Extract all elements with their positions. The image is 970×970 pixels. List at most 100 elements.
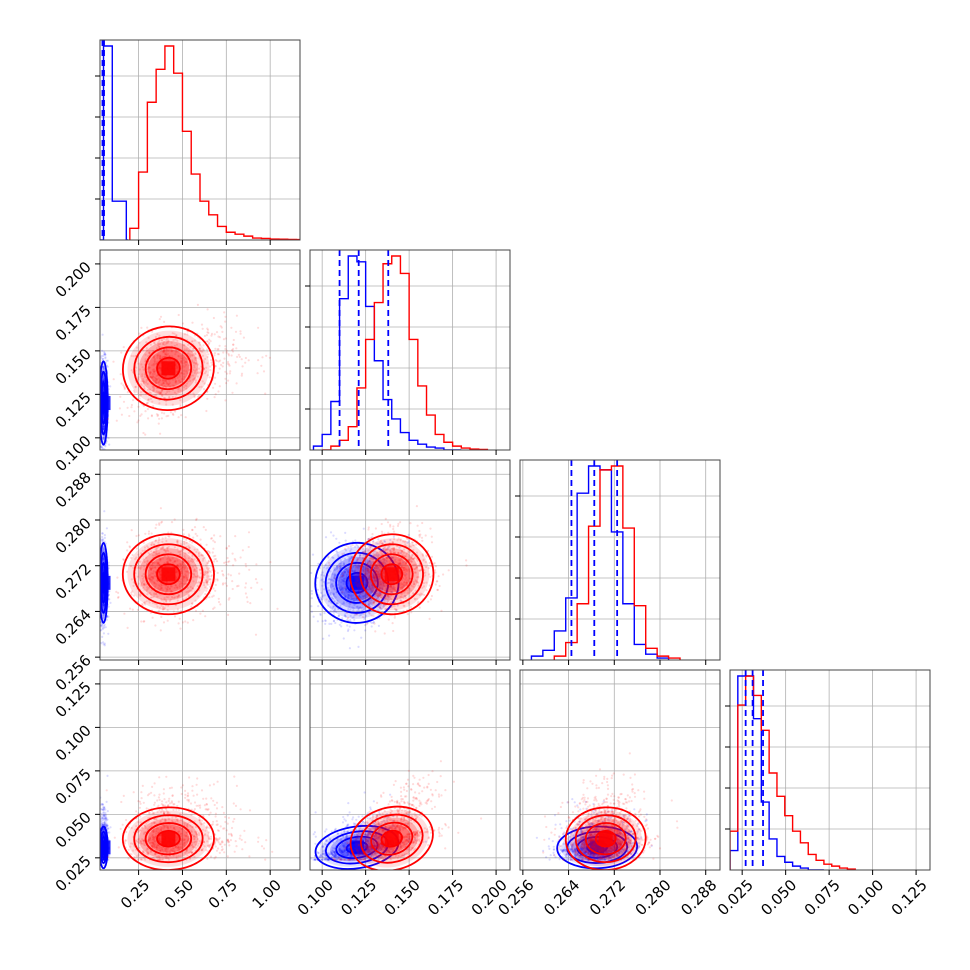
scatter-point: [101, 549, 104, 552]
scatter-point: [184, 576, 187, 579]
scatter-point: [115, 590, 118, 594]
scatter-point: [155, 523, 158, 526]
scatter-point: [310, 605, 313, 608]
scatter-point: [194, 358, 197, 361]
scatter-point: [177, 354, 180, 358]
scatter-point: [202, 344, 205, 347]
scatter-point: [331, 610, 334, 613]
scatter-point: [227, 598, 230, 601]
scatter-point: [160, 547, 163, 550]
scatter-point: [193, 395, 196, 399]
scatter-point: [101, 357, 105, 361]
scatter-point: [158, 340, 161, 343]
scatter-point: [360, 609, 363, 612]
scatter-point: [165, 539, 168, 543]
scatter-point: [156, 414, 159, 418]
scatter-point: [317, 605, 320, 608]
scatter-point: [333, 568, 336, 572]
scatter-point: [367, 585, 370, 588]
scatter-point: [342, 574, 345, 577]
scatter-point: [377, 573, 380, 576]
scatter-point: [357, 589, 360, 592]
scatter-point: [217, 597, 220, 600]
scatter-point: [157, 562, 160, 565]
scatter-point: [150, 580, 153, 583]
scatter-point: [382, 547, 385, 551]
scatter-point: [343, 593, 346, 596]
scatter-point: [238, 355, 241, 358]
scatter-point: [235, 347, 238, 350]
scatter-point: [158, 381, 161, 384]
scatter-point: [206, 340, 209, 343]
scatter-point: [216, 348, 219, 351]
scatter-point: [188, 571, 191, 574]
scatter-point: [208, 569, 211, 573]
scatter-point: [153, 370, 156, 373]
scatter-point: [179, 381, 182, 384]
scatter-point: [159, 576, 162, 580]
scatter-point: [326, 582, 329, 585]
scatter-point: [101, 349, 104, 352]
scatter-point: [159, 559, 162, 562]
scatter-point: [219, 535, 222, 538]
scatter-point: [367, 602, 370, 606]
scatter-point: [193, 526, 197, 529]
scatter-point: [330, 596, 334, 599]
scatter-point: [412, 591, 415, 595]
scatter-point: [105, 527, 108, 530]
scatter-point: [401, 561, 405, 564]
scatter-point: [332, 605, 335, 608]
scatter-point: [140, 363, 143, 366]
scatter-point: [328, 589, 331, 592]
scatter-point: [135, 556, 138, 559]
scatter-point: [192, 576, 195, 579]
scatter-point: [325, 567, 328, 570]
scatter-point: [159, 357, 162, 360]
scatter-point: [351, 555, 354, 558]
scatter-point: [339, 588, 342, 591]
scatter-point: [130, 369, 133, 372]
scatter-point: [447, 569, 450, 572]
scatter-point: [150, 578, 153, 582]
scatter-point: [348, 625, 351, 628]
scatter-point: [171, 557, 174, 560]
scatter-point: [214, 583, 217, 587]
scatter-point: [415, 543, 418, 546]
scatter-point: [306, 582, 308, 584]
scatter-point: [155, 378, 158, 381]
scatter-point: [364, 582, 367, 585]
scatter-point: [177, 595, 180, 598]
scatter-point: [187, 551, 190, 554]
scatter-point: [382, 570, 385, 573]
scatter-point: [102, 413, 105, 416]
scatter-point: [181, 377, 184, 381]
scatter-point: [139, 414, 142, 417]
scatter-point: [187, 590, 190, 593]
scatter-point: [425, 581, 428, 584]
scatter-point: [194, 356, 197, 359]
scatter-point: [342, 562, 345, 565]
scatter-point: [323, 574, 326, 577]
scatter-point: [141, 603, 144, 606]
scatter-point: [181, 357, 184, 360]
scatter-point: [152, 581, 155, 584]
scatter-point: [183, 375, 186, 378]
scatter-point: [185, 541, 188, 544]
scatter-point: [347, 596, 350, 599]
scatter-point: [377, 538, 380, 541]
scatter-point: [150, 568, 153, 571]
scatter-point: [398, 582, 401, 585]
scatter-point: [148, 352, 151, 355]
scatter-point: [265, 354, 268, 357]
scatter-point: [102, 424, 105, 428]
scatter-point: [141, 574, 144, 578]
scatter-point: [405, 568, 409, 571]
scatter-point: [391, 556, 394, 559]
scatter-point: [340, 591, 343, 594]
scatter-point: [120, 413, 123, 416]
scatter-point: [209, 365, 212, 368]
scatter-point: [397, 537, 400, 540]
scatter-point: [166, 589, 169, 592]
scatter-point: [371, 591, 374, 594]
scatter-point: [191, 321, 194, 324]
